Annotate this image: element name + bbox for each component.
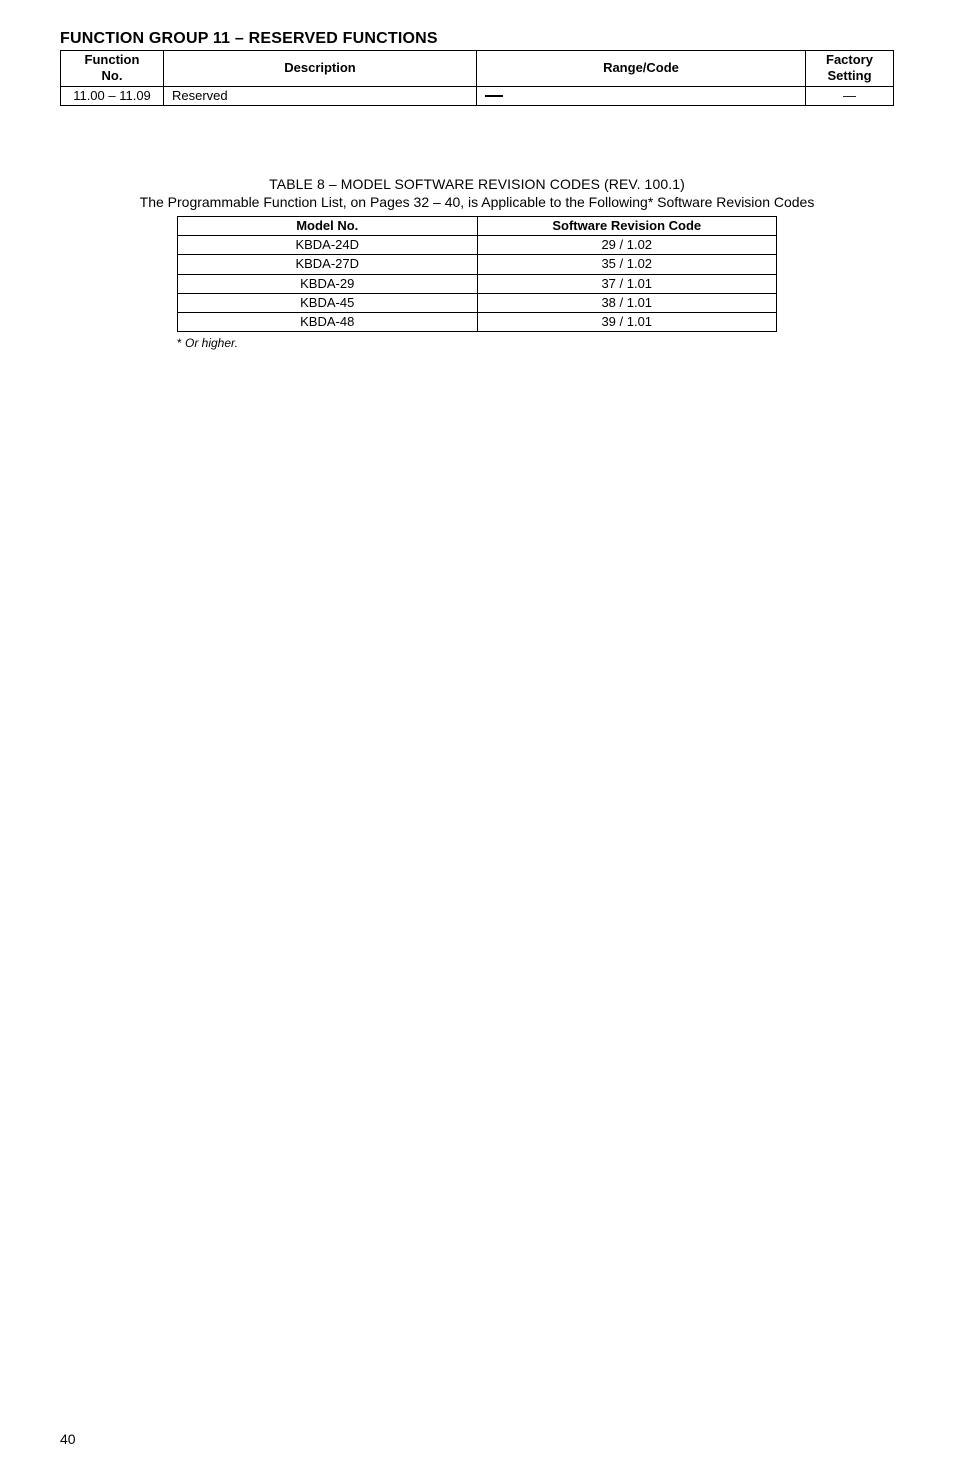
cell-model-no: KBDA-29 [178,274,478,293]
footnote-text: Or higher. [182,336,238,350]
header-description: Description [164,51,477,87]
section-title: FUNCTION GROUP 11 – RESERVED FUNCTIONS [60,30,894,48]
function-table: Function No. Description Range/Code Fact… [60,50,894,106]
table-header-row: Function No. Description Range/Code Fact… [61,51,894,87]
cell-revision-code: 35 / 1.02 [477,255,777,274]
table-header-row: Model No. Software Revision Code [178,216,777,235]
cell-model-no: KBDA-45 [178,293,478,312]
cell-range-code [476,86,805,105]
cell-revision-code: 37 / 1.01 [477,274,777,293]
header-setting-line1: Factory [826,52,873,67]
cell-model-no: KBDA-24D [178,236,478,255]
cell-model-no: KBDA-27D [178,255,478,274]
header-software-revision-code: Software Revision Code [477,216,777,235]
header-setting-line2: Setting [827,68,871,83]
header-model-no: Model No. [178,216,478,235]
dash-icon [485,95,503,97]
header-function-no: Function No. [61,51,164,87]
revision-title: TABLE 8 – MODEL SOFTWARE REVISION CODES … [60,176,894,192]
cell-model-no: KBDA-48 [178,313,478,332]
table-row: 11.00 – 11.09 Reserved — [61,86,894,105]
revision-table: Model No. Software Revision Code KBDA-24… [177,216,777,333]
page-number: 40 [60,1431,76,1447]
table-row: KBDA-24D 29 / 1.02 [178,236,777,255]
table-row: KBDA-27D 35 / 1.02 [178,255,777,274]
cell-function-no: 11.00 – 11.09 [61,86,164,105]
header-function-line1: Function [85,52,140,67]
cell-revision-code: 39 / 1.01 [477,313,777,332]
cell-revision-code: 38 / 1.01 [477,293,777,312]
cell-revision-code: 29 / 1.02 [477,236,777,255]
table-row: KBDA-48 39 / 1.01 [178,313,777,332]
table-row: KBDA-45 38 / 1.01 [178,293,777,312]
footnote: * Or higher. [177,336,777,350]
cell-description: Reserved [164,86,477,105]
table-row: KBDA-29 37 / 1.01 [178,274,777,293]
revision-subtitle: The Programmable Function List, on Pages… [60,194,894,210]
header-factory-setting: Factory Setting [806,51,894,87]
header-function-line2: No. [102,68,123,83]
header-range-code: Range/Code [476,51,805,87]
revision-block: TABLE 8 – MODEL SOFTWARE REVISION CODES … [60,176,894,351]
cell-factory-setting: — [806,86,894,105]
